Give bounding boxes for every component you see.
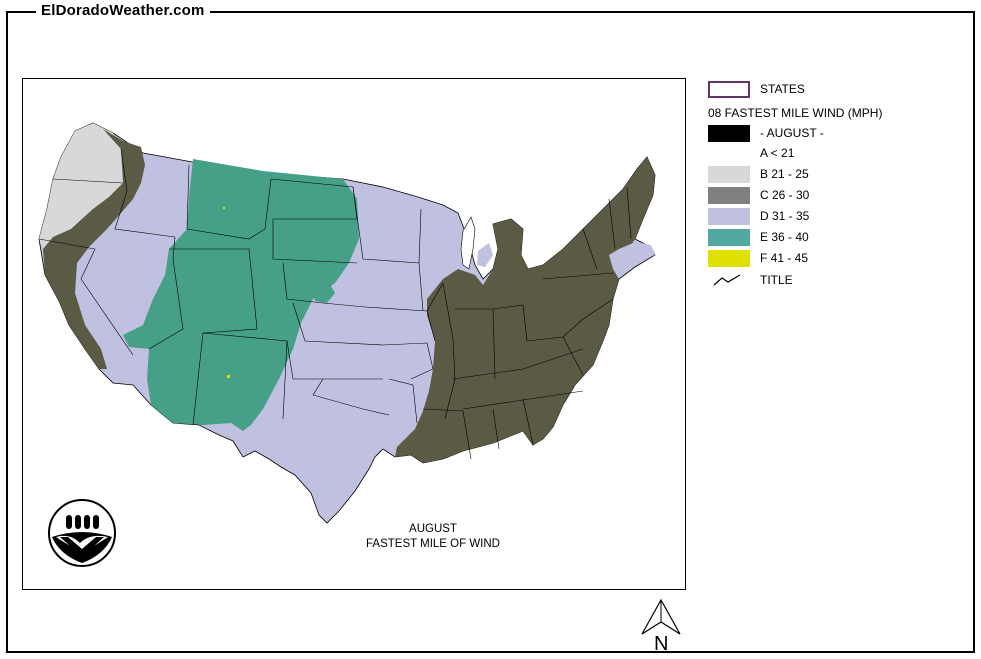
region-c-east xyxy=(395,157,655,463)
legend-class-label: F 41 - 45 xyxy=(760,251,809,265)
legend-class-label: C 26 - 30 xyxy=(760,188,810,202)
map-caption: AUGUST FASTEST MILE OF WIND xyxy=(363,522,503,552)
north-arrow-label: N xyxy=(654,633,668,654)
lake-michigan xyxy=(460,216,476,270)
legend-class-swatch xyxy=(708,249,750,267)
region-d-new-england xyxy=(633,241,655,259)
legend-class-swatch xyxy=(708,165,750,183)
map-panel: AUGUST FASTEST MILE OF WIND xyxy=(22,78,686,590)
region-e-nebraska xyxy=(313,283,335,303)
legend-class-label: A < 21 xyxy=(760,146,795,160)
us-wind-map xyxy=(38,122,656,524)
legend-class-swatch xyxy=(708,186,750,204)
legend-month-label: - AUGUST - xyxy=(760,126,824,140)
legend-class-swatch xyxy=(708,228,750,246)
month-swatch xyxy=(708,124,750,142)
map-caption-line1: AUGUST xyxy=(409,523,457,535)
title-line-symbol xyxy=(713,273,741,285)
site-title: ElDoradoWeather.com xyxy=(36,2,210,19)
page-frame xyxy=(6,11,975,653)
state-borders xyxy=(38,148,632,460)
legend-class-label: B 21 - 25 xyxy=(760,167,809,181)
region-e-rockies xyxy=(123,159,359,431)
region-b-west-coast xyxy=(39,123,123,249)
region-d-lake-michigan-shore xyxy=(477,243,493,267)
legend-class-label: D 31 - 35 xyxy=(760,209,810,223)
legend-states-label: STATES xyxy=(760,82,805,96)
region-c-cascades xyxy=(43,129,145,369)
map-caption-line2: FASTEST MILE OF WIND xyxy=(366,538,500,550)
north-arrow: N xyxy=(641,598,681,654)
legend-class-label: E 36 - 40 xyxy=(760,230,809,244)
region-f-speck-new-mexico xyxy=(227,375,230,378)
states-outline-swatch xyxy=(708,80,750,98)
legend-layer-title: 08 FASTEST MILE WIND (MPH) xyxy=(708,106,883,120)
region-f-speck-wyoming xyxy=(223,207,225,209)
legend-title-label: TITLE xyxy=(760,273,793,287)
noaa-logo xyxy=(48,499,116,567)
legend-class-swatch xyxy=(708,207,750,225)
